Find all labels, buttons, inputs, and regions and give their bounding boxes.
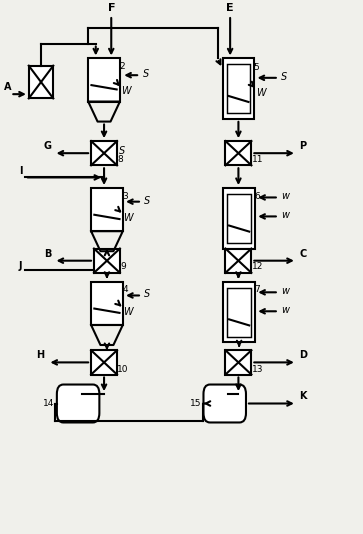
Bar: [91, 188, 123, 231]
Text: W: W: [123, 213, 133, 223]
Bar: [227, 64, 250, 113]
Text: H: H: [37, 350, 45, 360]
Text: G: G: [43, 141, 51, 151]
Bar: [94, 248, 120, 273]
Text: F: F: [107, 3, 115, 13]
Text: w: w: [281, 210, 289, 221]
Text: K: K: [299, 391, 307, 402]
Text: J: J: [19, 261, 22, 271]
Text: 3: 3: [122, 192, 128, 201]
Text: 4: 4: [122, 286, 128, 294]
Bar: [225, 248, 252, 273]
Bar: [91, 350, 117, 374]
Bar: [91, 282, 123, 325]
Text: 13: 13: [252, 365, 263, 373]
Text: B: B: [44, 249, 51, 258]
Text: 5: 5: [253, 62, 259, 72]
Bar: [88, 58, 120, 101]
Text: 15: 15: [190, 399, 202, 408]
Text: W: W: [121, 86, 131, 96]
Text: 7: 7: [254, 286, 260, 294]
Bar: [91, 141, 117, 166]
Bar: [227, 194, 251, 243]
Text: C: C: [299, 249, 306, 258]
Text: 8: 8: [117, 155, 123, 164]
Text: P: P: [299, 141, 306, 151]
Bar: [223, 58, 254, 119]
Bar: [223, 188, 255, 248]
Bar: [225, 141, 252, 166]
Text: S: S: [118, 146, 125, 156]
Text: w: w: [281, 191, 289, 201]
Text: A: A: [4, 82, 12, 92]
Bar: [223, 282, 255, 342]
Text: 10: 10: [117, 365, 129, 373]
Bar: [225, 350, 252, 374]
Text: S: S: [144, 289, 151, 300]
Text: E: E: [226, 3, 234, 13]
Text: 11: 11: [252, 155, 263, 164]
FancyBboxPatch shape: [57, 384, 99, 422]
Text: w: w: [281, 305, 289, 315]
Text: w: w: [281, 286, 289, 296]
Text: W: W: [256, 88, 265, 98]
Text: 6: 6: [254, 192, 260, 201]
Text: 12: 12: [252, 262, 263, 271]
Bar: [227, 288, 251, 336]
Text: W: W: [123, 307, 133, 317]
Text: S: S: [143, 69, 149, 79]
Bar: [29, 66, 53, 98]
Text: S: S: [281, 72, 287, 82]
Text: 9: 9: [120, 262, 126, 271]
Text: S: S: [144, 195, 151, 206]
Text: 2: 2: [119, 62, 125, 71]
Text: D: D: [299, 350, 307, 360]
Text: I: I: [19, 166, 22, 176]
Text: 14: 14: [43, 399, 55, 408]
FancyBboxPatch shape: [204, 384, 246, 422]
